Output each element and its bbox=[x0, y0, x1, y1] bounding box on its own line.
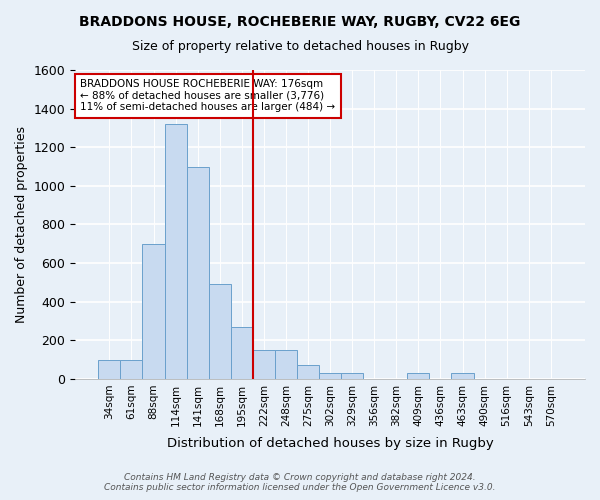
Bar bbox=[297, 366, 319, 379]
Bar bbox=[187, 166, 209, 379]
Bar bbox=[142, 244, 164, 379]
Text: Contains HM Land Registry data © Crown copyright and database right 2024.
Contai: Contains HM Land Registry data © Crown c… bbox=[104, 473, 496, 492]
Bar bbox=[121, 360, 142, 379]
Bar bbox=[98, 360, 121, 379]
Bar bbox=[231, 327, 253, 379]
Bar bbox=[275, 350, 297, 379]
Bar bbox=[209, 284, 231, 379]
Bar bbox=[341, 373, 363, 379]
Text: BRADDONS HOUSE, ROCHEBERIE WAY, RUGBY, CV22 6EG: BRADDONS HOUSE, ROCHEBERIE WAY, RUGBY, C… bbox=[79, 15, 521, 29]
Bar bbox=[451, 373, 473, 379]
X-axis label: Distribution of detached houses by size in Rugby: Distribution of detached houses by size … bbox=[167, 437, 493, 450]
Bar bbox=[319, 373, 341, 379]
Y-axis label: Number of detached properties: Number of detached properties bbox=[15, 126, 28, 323]
Bar bbox=[407, 373, 430, 379]
Bar bbox=[164, 124, 187, 379]
Text: BRADDONS HOUSE ROCHEBERIE WAY: 176sqm
← 88% of detached houses are smaller (3,77: BRADDONS HOUSE ROCHEBERIE WAY: 176sqm ← … bbox=[80, 80, 335, 112]
Bar bbox=[253, 350, 275, 379]
Text: Size of property relative to detached houses in Rugby: Size of property relative to detached ho… bbox=[131, 40, 469, 53]
